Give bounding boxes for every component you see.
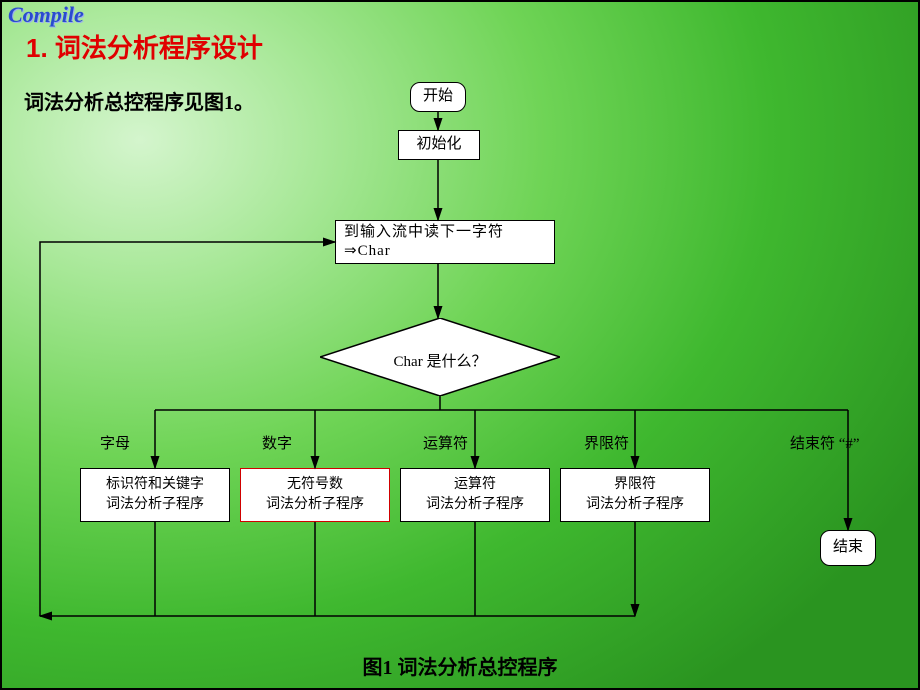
branch-label: 字母: [100, 432, 130, 453]
node-init: 初始化: [398, 130, 480, 160]
subtitle: 词法分析总控程序见图1。: [24, 86, 254, 115]
node-subroutine: 运算符 词法分析子程序: [400, 468, 550, 522]
node-label: 开始: [423, 87, 453, 107]
logo: Compile: [8, 2, 84, 28]
branch-label: 运算符: [423, 432, 468, 453]
node-label: 到输入流中读下一字符 ⇒Char: [344, 223, 504, 262]
node-decision: Char 是什么？: [320, 318, 560, 398]
node-end: 结束: [820, 530, 876, 566]
page-title: 1. 词法分析程序设计: [26, 28, 263, 65]
node-label: 初始化: [416, 135, 461, 155]
node-start: 开始: [410, 82, 466, 112]
branch-label-end: 结束符 “#”: [790, 432, 860, 453]
node-read: 到输入流中读下一字符 ⇒Char: [335, 220, 555, 264]
node-label: 结束: [833, 538, 863, 558]
node-subroutine: 无符号数 词法分析子程序: [240, 468, 390, 522]
branch-label: 界限符: [584, 432, 629, 453]
node-subroutine: 界限符 词法分析子程序: [560, 468, 710, 522]
node-label: Char 是什么？: [394, 350, 487, 371]
node-subroutine: 标识符和关键字 词法分析子程序: [80, 468, 230, 522]
figure-caption: 图1 词法分析总控程序: [0, 651, 920, 680]
branch-label: 数字: [262, 432, 292, 453]
